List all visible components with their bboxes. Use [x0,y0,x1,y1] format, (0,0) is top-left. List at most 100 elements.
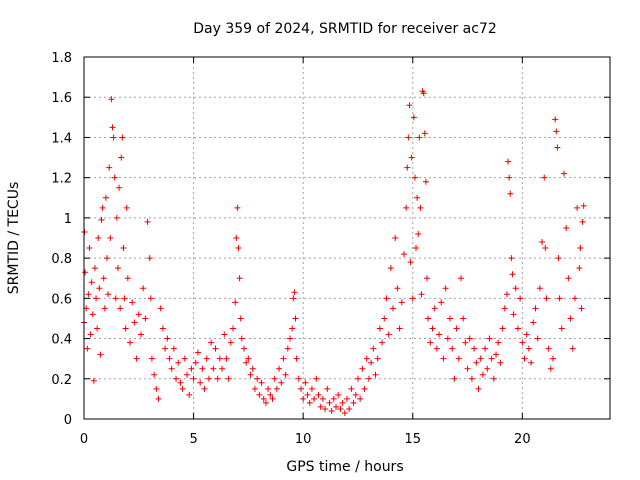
data-point [344,395,350,402]
data-point [501,305,508,312]
data-point [243,359,250,366]
data-point [267,391,274,398]
data-point [101,305,108,312]
data-point [505,158,512,165]
x-axis-label: GPS time / hours [286,459,403,475]
data-point [447,315,454,322]
data-point [194,349,201,356]
data-point [234,204,241,211]
data-point [404,164,411,171]
data-point [509,271,516,278]
data-point [394,285,401,292]
y-tick-label: 1.4 [51,131,72,146]
data-point [280,355,287,362]
data-point [431,305,438,312]
data-point [91,265,98,272]
data-point [368,359,375,366]
data-point [333,403,340,410]
data-point [203,355,210,362]
x-tick-label: 0 [80,432,88,447]
data-point [123,204,130,211]
data-point [462,339,469,346]
data-point [495,339,502,346]
data-point [545,345,552,352]
data-point [219,365,226,372]
data-point [420,90,427,97]
data-point [208,339,215,346]
data-point [95,235,102,241]
data-point [106,164,113,171]
data-point [175,359,182,366]
data-point [313,375,320,382]
data-point [406,102,413,109]
data-point [422,178,429,185]
data-point [287,335,294,342]
data-point [112,295,119,302]
data-point [578,305,585,312]
data-point [197,379,204,386]
data-point [151,371,158,378]
data-point [337,405,344,412]
data-point [442,285,449,292]
data-point [374,355,381,362]
data-point [339,399,346,406]
data-point [517,295,524,302]
data-point [129,299,136,306]
data-point [98,216,105,223]
data-point [410,114,417,121]
data-point [497,359,504,366]
y-tick-label: 0.4 [51,333,72,348]
data-point [227,339,234,346]
data-point [408,154,415,161]
data-point [376,325,383,332]
data-point [240,345,247,352]
data-point [205,375,212,382]
data-point [304,391,311,398]
x-tick-label: 10 [295,432,312,447]
data-point [108,96,115,103]
data-point [188,365,195,372]
data-point [542,245,549,252]
data-point [233,235,240,241]
data-point [121,295,128,302]
data-point [177,379,184,386]
data-point [550,355,557,362]
data-point [105,291,112,298]
data-point [440,355,447,362]
data-point [100,275,107,282]
data-point [162,345,169,352]
data-point [411,174,418,181]
data-point [260,395,267,402]
data-point [94,325,101,332]
data-point [212,345,219,352]
y-axis-label: SRMTID / TECUs [6,182,22,295]
data-point [109,124,116,131]
data-point [363,355,370,362]
data-point [247,371,254,378]
data-point [127,339,134,346]
data-point [133,355,140,362]
data-point [265,385,272,392]
data-point [223,355,230,362]
data-point [216,355,223,362]
data-point [230,325,237,332]
data-point [111,174,118,181]
data-point [104,255,111,262]
data-point [361,385,368,392]
data-point [201,385,208,392]
y-tick-label: 0 [64,413,72,428]
data-point [400,251,407,258]
data-point [553,128,560,135]
data-point [322,405,329,412]
data-point [503,291,510,298]
data-point [142,315,149,322]
data-point [147,295,154,302]
y-tick-label: 0.6 [51,292,72,307]
data-point [291,289,298,296]
data-point [499,325,506,332]
data-point [409,295,416,302]
data-point [506,174,513,181]
data-point [292,315,299,322]
data-point [271,375,278,382]
data-point [87,331,94,338]
